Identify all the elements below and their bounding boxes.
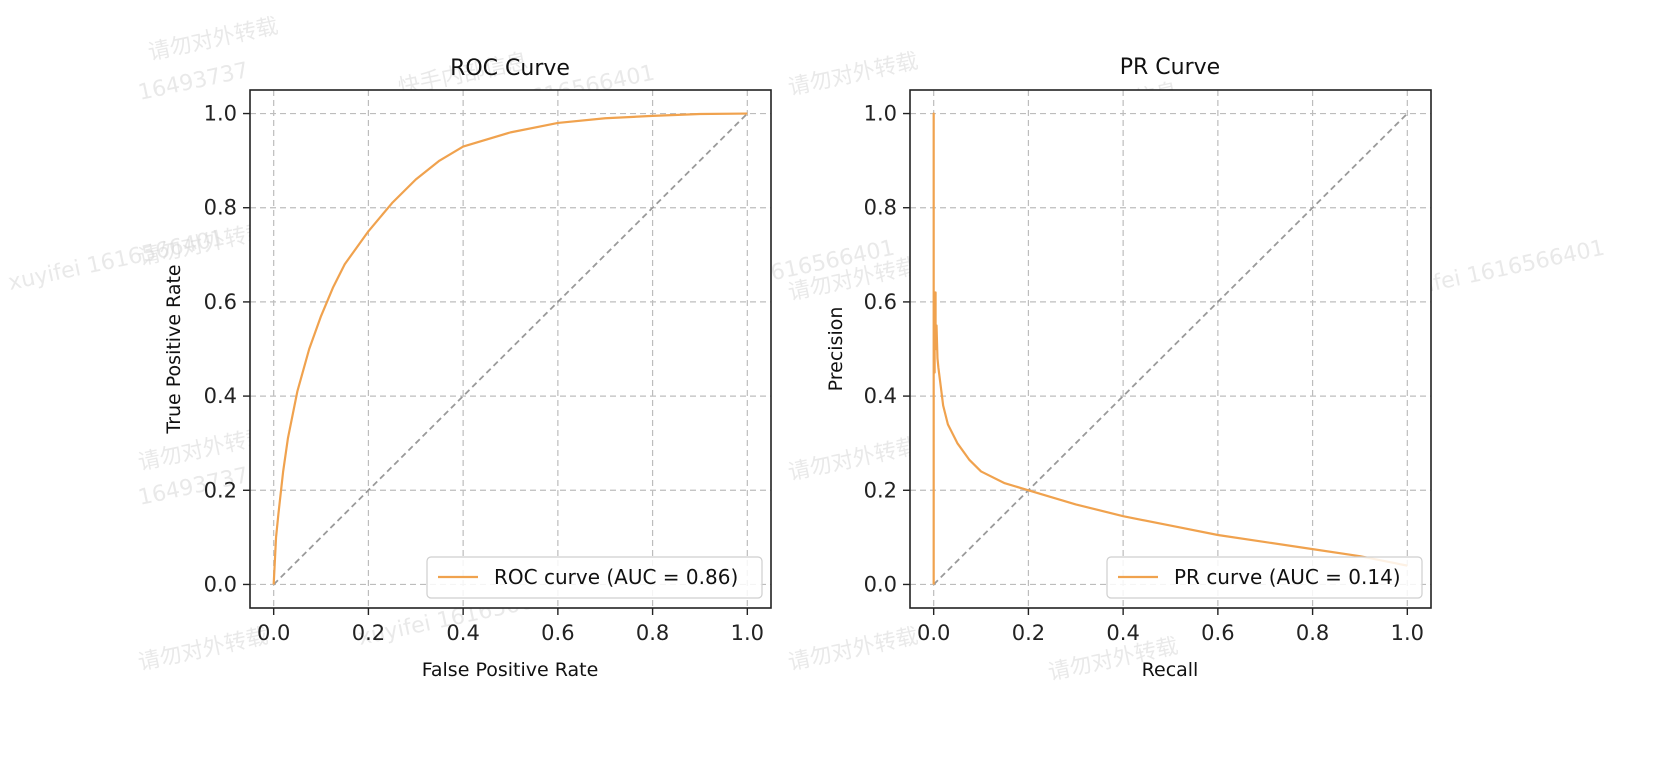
roc-x-axis-label: False Positive Rate <box>422 659 599 681</box>
roc-x-tick-label: 0.0 <box>257 621 290 645</box>
roc-diagonal-reference-line <box>273 112 748 586</box>
pr-y-tick-label: 1.0 <box>864 102 897 126</box>
pr-x-tick-label: 0.4 <box>1106 621 1139 645</box>
roc-y-tick-label: 0.2 <box>204 478 237 502</box>
roc-y-tick-label: 0.0 <box>204 572 237 596</box>
roc-x-tick-label: 0.2 <box>352 621 385 645</box>
pr-legend-label: PR curve (AUC = 0.14) <box>1174 565 1401 589</box>
pr-x-tick-label: 1.0 <box>1391 621 1424 645</box>
pr-x-tick-label: 0.2 <box>1012 621 1045 645</box>
roc-y-tick-label: 0.6 <box>204 290 237 314</box>
pr-legend-box <box>1106 556 1423 599</box>
roc-curve-line <box>272 112 748 585</box>
roc-x-tick-label: 0.8 <box>636 621 669 645</box>
pr-diagonal-layer <box>933 112 1408 586</box>
roc-x-tick-label: 0.4 <box>446 621 479 645</box>
roc-legend-box <box>426 556 763 599</box>
roc-axes-frame <box>249 89 772 609</box>
watermark-text: 请勿对外转载 <box>146 14 280 66</box>
pr-y-tick-label: 0.6 <box>864 290 897 314</box>
pr-chart-title: PR Curve <box>1120 55 1220 80</box>
pr-legend: PR curve (AUC = 0.14) <box>1106 556 1423 599</box>
pr-curve-line <box>932 112 1408 585</box>
watermark-text: 请勿对外转载 <box>136 624 270 676</box>
pr-y-axis-label: Precision <box>825 307 847 392</box>
roc-ticks: 0.0 0.2 0.4 0.6 0.8 1.0 0.0 0.2 0.4 0.6 0.8 1.0 <box>204 102 764 645</box>
pr-y-tick-label: 0.0 <box>864 572 897 596</box>
roc-chart-panel: 0.0 0.2 0.4 0.6 0.8 1.0 0.0 0.2 0.4 0.6 0.8 1.0 ROC… <box>163 56 772 681</box>
pr-chart-panel: 0.0 0.2 0.4 0.6 0.8 1.0 0.0 0.2 0.4 0.6 0.8 1.0 PR … <box>825 55 1432 681</box>
roc-y-axis-label: True Positive Rate <box>163 264 185 434</box>
roc-legend-label: ROC curve (AUC = 0.86) <box>494 565 738 589</box>
pr-diagonal-reference-line <box>933 112 1408 586</box>
roc-x-tick-label: 0.6 <box>541 621 574 645</box>
pr-x-tick-label: 0.0 <box>917 621 950 645</box>
roc-legend: ROC curve (AUC = 0.86) <box>426 556 763 599</box>
roc-y-tick-label: 0.4 <box>204 384 237 408</box>
watermark-text: 请勿对外转载 <box>786 434 920 486</box>
pr-y-tick-label: 0.4 <box>864 384 897 408</box>
roc-chart-title: ROC Curve <box>450 56 570 81</box>
pr-curve-layer <box>932 112 1408 585</box>
roc-curve-layer <box>272 112 748 585</box>
roc-x-tick-label: 1.0 <box>731 621 764 645</box>
watermark-text: 请勿对外转载 <box>786 624 920 676</box>
pr-ticks: 0.0 0.2 0.4 0.6 0.8 1.0 0.0 0.2 0.4 0.6 0.8 1.0 <box>864 102 1424 645</box>
roc-y-tick-label: 1.0 <box>204 102 237 126</box>
pr-x-axis-label: Recall <box>1142 659 1199 681</box>
pr-y-tick-label: 0.8 <box>864 196 897 220</box>
pr-x-tick-label: 0.6 <box>1201 621 1234 645</box>
pr-y-tick-label: 0.2 <box>864 478 897 502</box>
roc-diagonal-layer <box>273 112 748 586</box>
roc-y-tick-label: 0.8 <box>204 196 237 220</box>
watermark-text: 请勿对外转载 <box>786 49 920 101</box>
pr-axes-frame <box>909 89 1432 609</box>
pr-x-tick-label: 0.8 <box>1296 621 1329 645</box>
